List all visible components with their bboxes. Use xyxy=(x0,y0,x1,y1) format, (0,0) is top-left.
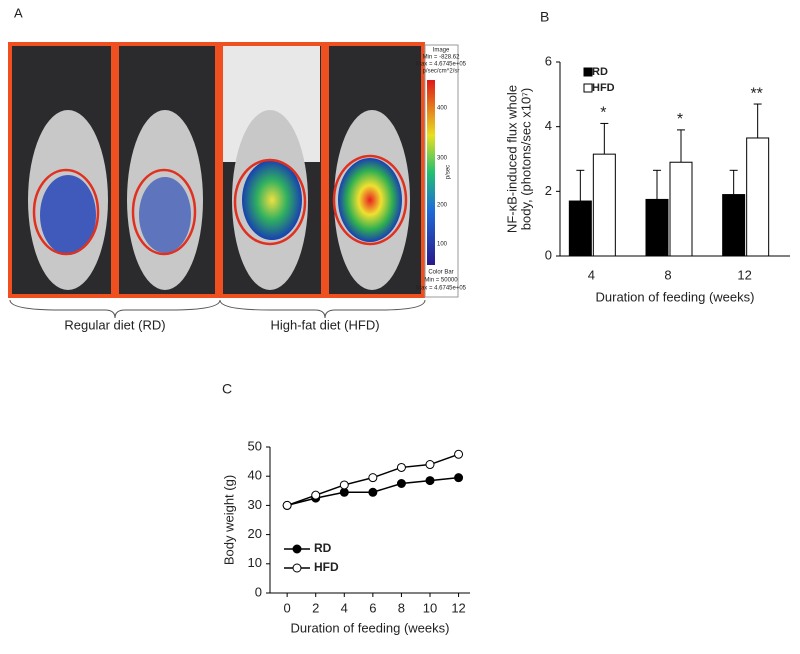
point xyxy=(454,473,464,483)
point xyxy=(339,480,349,490)
bar xyxy=(669,161,693,257)
colorbar-tick: 400 xyxy=(437,106,448,112)
panel-label: C xyxy=(222,381,232,397)
bar xyxy=(592,153,616,257)
y-axis-label: NF-κB-induced flux whole xyxy=(504,85,519,233)
bar xyxy=(746,137,770,257)
bar xyxy=(568,200,592,257)
legend-marker xyxy=(292,563,302,573)
colorbar-tick: 200 xyxy=(437,203,448,209)
legend-label: HFD xyxy=(314,560,339,574)
x-tick-label: 8 xyxy=(664,267,671,282)
point xyxy=(368,473,378,483)
legend-label: HFD xyxy=(592,82,615,94)
point xyxy=(311,490,321,500)
bracket xyxy=(9,299,221,319)
y-tick-label: 6 xyxy=(545,53,552,68)
colorbar-text: Max = 4.6745e+05 xyxy=(416,286,467,292)
colorbar-text: Max = 4.6745e+05 xyxy=(416,62,467,68)
y-tick-label: 4 xyxy=(545,118,552,133)
point xyxy=(339,487,349,497)
y-tick-label: 10 xyxy=(248,555,262,570)
legend-label: RD xyxy=(314,541,332,555)
significance: * xyxy=(677,111,683,128)
y-axis-label: Body weight (g) xyxy=(221,475,236,565)
y-axis-label: body, (photons/sec x10⁷) xyxy=(518,88,533,231)
group-label: Regular diet (RD) xyxy=(64,317,165,332)
colorbar-text: Color Bar xyxy=(428,270,453,276)
y-tick-label: 0 xyxy=(255,584,262,599)
x-tick-label: 0 xyxy=(284,600,291,615)
point xyxy=(282,500,292,510)
panel-label: B xyxy=(540,9,549,25)
significance: * xyxy=(600,105,606,122)
y-tick-label: 20 xyxy=(248,526,262,541)
x-tick-label: 12 xyxy=(737,267,751,282)
colorbar-text: Min = -828.62 xyxy=(423,55,461,61)
colorbar-text: Image xyxy=(433,48,450,54)
colorbar-tick: 100 xyxy=(437,242,448,248)
y-tick-label: 30 xyxy=(248,497,262,512)
legend-marker xyxy=(292,544,302,554)
mouse-images xyxy=(8,42,425,298)
legend-label: RD xyxy=(592,66,608,78)
x-tick-label: 2 xyxy=(312,600,319,615)
x-axis-label: Duration of feeding (weeks) xyxy=(291,620,450,635)
colorbar-text: p/sec/cm^2/sr xyxy=(423,69,460,75)
point xyxy=(454,449,464,459)
colorbar-tick: 300 xyxy=(437,156,448,162)
colorbar-text: p/sec xyxy=(446,165,452,179)
colorbar: Image Min = -828.62 Max = 4.6745e+05 p/s… xyxy=(416,44,467,298)
y-tick-label: 40 xyxy=(248,468,262,483)
colorbar-text: Min = 50000 xyxy=(424,278,458,284)
y-tick-label: 50 xyxy=(248,438,262,453)
bracket xyxy=(219,299,426,319)
x-tick-label: 6 xyxy=(369,600,376,615)
legend-swatch xyxy=(583,83,593,93)
point xyxy=(396,479,406,488)
x-tick-label: 12 xyxy=(451,600,465,615)
point xyxy=(425,476,435,486)
point xyxy=(425,460,435,470)
x-tick-label: 10 xyxy=(423,600,437,615)
x-tick-label: 4 xyxy=(341,600,348,615)
group-label: High-fat diet (HFD) xyxy=(270,317,379,332)
x-tick-label: 8 xyxy=(398,600,405,615)
bar xyxy=(722,194,746,257)
point xyxy=(368,487,378,497)
point xyxy=(396,462,406,472)
x-tick-label: 4 xyxy=(588,267,595,282)
panel-label: A xyxy=(14,5,23,20)
axes xyxy=(559,62,790,257)
legend-swatch xyxy=(583,67,593,77)
y-tick-label: 0 xyxy=(545,247,552,262)
bar xyxy=(645,198,669,257)
significance: ** xyxy=(750,85,762,102)
axes xyxy=(269,447,470,594)
x-axis-label: Duration of feeding (weeks) xyxy=(596,289,755,304)
y-tick-label: 2 xyxy=(545,183,552,198)
